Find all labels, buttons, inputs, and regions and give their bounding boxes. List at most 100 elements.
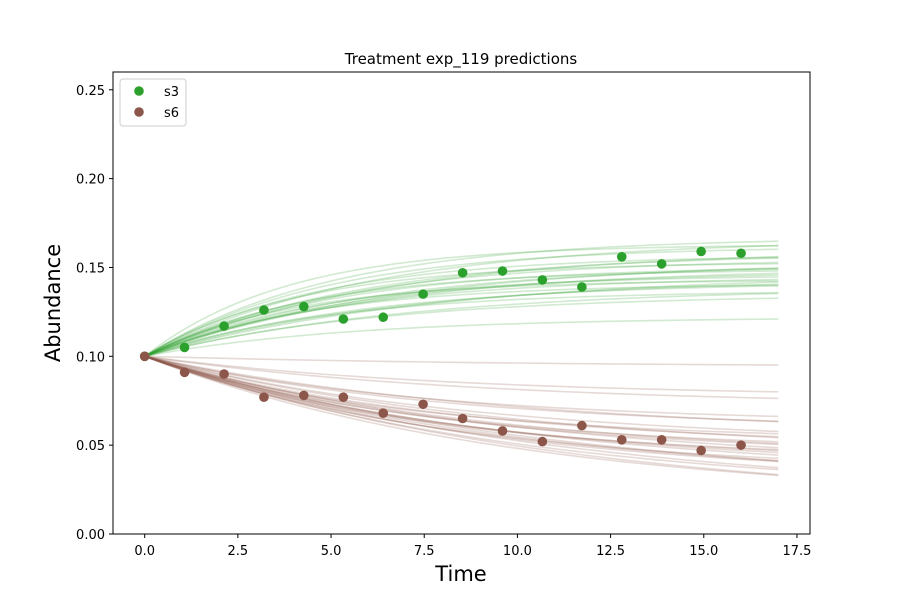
observed-point-s6 xyxy=(378,408,389,418)
prediction-curve-s3 xyxy=(144,270,779,358)
prediction-curve-s3 xyxy=(144,244,779,357)
observed-point-s3 xyxy=(497,266,508,276)
prediction-curve-s6 xyxy=(144,355,779,423)
observed-point-s6 xyxy=(577,420,587,431)
observed-point-s6 xyxy=(179,367,190,378)
observed-point-s3 xyxy=(299,301,309,312)
prediction-curve-s3 xyxy=(144,248,779,357)
y-tick-label: 0.10 xyxy=(76,350,105,365)
prediction-curve-s6 xyxy=(144,355,779,471)
prediction-curve-s6 xyxy=(144,355,779,460)
prediction-curve-s6 xyxy=(144,355,779,454)
x-tick-label: 2.5 xyxy=(228,544,249,559)
observed-point-s3 xyxy=(696,246,706,257)
x-tick-label: 17.5 xyxy=(782,544,811,559)
prediction-curve-s3 xyxy=(144,268,779,358)
prediction-curve-s6 xyxy=(144,355,779,451)
observed-point-s6 xyxy=(616,435,627,445)
observed-point-s3 xyxy=(418,289,428,299)
prediction-curve-s6 xyxy=(144,355,779,462)
observed-point-s3 xyxy=(616,251,627,262)
prediction-curve-s3 xyxy=(144,278,779,358)
prediction-curve-s6 xyxy=(144,355,779,418)
y-tick-label: 0.25 xyxy=(76,84,105,99)
observed-point-s6 xyxy=(259,392,269,402)
observed-point-s3 xyxy=(736,248,746,259)
x-tick-label: 10.0 xyxy=(503,544,532,559)
observed-point-s3 xyxy=(338,314,349,324)
prediction-curve-s6 xyxy=(144,355,779,366)
observed-point-s3 xyxy=(219,321,229,331)
x-axis-ticks: 0.0 2.5 5.0 7.5 10.0 12.5 15.0 17.5 xyxy=(134,534,811,559)
observed-point-s6 xyxy=(736,440,746,450)
prediction-curve-s6 xyxy=(144,355,779,463)
prediction-curve-s6 xyxy=(144,355,779,393)
plot-frame xyxy=(112,71,811,535)
legend-label-s3: s3 xyxy=(164,85,179,100)
observed-point-s6 xyxy=(497,426,508,436)
legend-label-s6: s6 xyxy=(164,106,179,121)
observed-points xyxy=(139,246,746,456)
x-tick-label: 7.5 xyxy=(414,544,435,559)
y-tick-label: 0.00 xyxy=(76,528,105,543)
prediction-curve-s6 xyxy=(144,355,779,439)
observed-point-s6 xyxy=(338,392,349,402)
observed-point-s3 xyxy=(457,267,468,278)
prediction-curve-s6 xyxy=(144,355,779,469)
y-tick-label: 0.20 xyxy=(76,173,105,188)
x-axis-title: Time xyxy=(434,562,486,586)
observed-point-s6 xyxy=(418,399,428,410)
legend-marker-s6 xyxy=(134,107,144,117)
prediction-curve-s6 xyxy=(144,355,779,433)
observed-point-s3 xyxy=(656,259,667,269)
prediction-curve-s6 xyxy=(144,355,779,477)
observed-point-s3 xyxy=(378,312,389,323)
prediction-curve-s3 xyxy=(144,272,779,358)
legend-marker-s3 xyxy=(134,86,144,96)
prediction-curve-s3 xyxy=(144,276,779,358)
y-axis-title: Abundance xyxy=(41,244,65,362)
prediction-curve-s6 xyxy=(144,355,779,400)
prediction-curve-s6 xyxy=(144,355,779,476)
prediction-curve-s3 xyxy=(144,267,779,358)
prediction-curve-s3 xyxy=(144,285,779,358)
y-tick-label: 0.15 xyxy=(76,261,105,276)
observed-point-s3 xyxy=(537,275,548,285)
observed-point-s6 xyxy=(299,390,309,401)
observed-point-s6 xyxy=(139,351,150,362)
prediction-curve-s3 xyxy=(144,292,779,358)
y-axis-ticks: 0.00 0.05 0.10 0.15 0.20 0.25 xyxy=(76,84,113,543)
prediction-curve-s3 xyxy=(144,240,779,357)
x-tick-label: 15.0 xyxy=(689,544,718,559)
observed-point-s6 xyxy=(537,436,548,447)
x-tick-label: 12.5 xyxy=(596,544,625,559)
prediction-curve-s3 xyxy=(144,274,779,358)
observed-point-s6 xyxy=(656,435,667,445)
x-tick-label: 0.0 xyxy=(134,544,155,559)
prediction-curve-s6 xyxy=(144,355,779,462)
prediction-curve-s6 xyxy=(144,355,779,452)
prediction-curve-s3 xyxy=(144,318,779,358)
observed-point-s3 xyxy=(259,305,269,315)
observed-point-s6 xyxy=(219,369,229,379)
prediction-curve-s3 xyxy=(144,261,779,358)
prediction-curve-s3 xyxy=(144,291,779,358)
observed-point-s6 xyxy=(696,445,706,456)
y-tick-label: 0.05 xyxy=(76,439,105,454)
chart-title: Treatment exp_119 predictions xyxy=(344,50,578,69)
prediction-curve-s3 xyxy=(144,283,779,358)
observed-point-s6 xyxy=(457,413,468,424)
observed-point-s3 xyxy=(179,342,190,353)
prediction-curve-s6 xyxy=(144,355,779,423)
prediction-curve-s3 xyxy=(144,267,779,358)
prediction-curve-s6 xyxy=(144,355,779,456)
x-tick-label: 5.0 xyxy=(321,544,342,559)
observed-point-s3 xyxy=(577,282,587,292)
prediction-curve-s3 xyxy=(144,244,779,358)
prediction-curve-s3 xyxy=(144,297,779,358)
prediction-curve-s3 xyxy=(144,284,779,358)
prediction-curve-s3 xyxy=(144,280,779,358)
prediction-curve-s3 xyxy=(144,281,779,358)
